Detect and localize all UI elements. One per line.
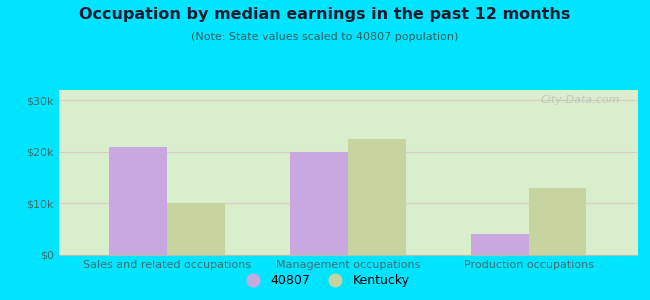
Bar [348,139,406,255]
Bar [528,188,586,255]
Text: City-Data.com: City-Data.com [540,95,619,105]
Bar [471,234,528,255]
Legend: 40807, Kentucky: 40807, Kentucky [235,269,415,292]
Bar [290,152,348,255]
Bar [167,203,225,255]
Text: Occupation by median earnings in the past 12 months: Occupation by median earnings in the pas… [79,8,571,22]
Text: (Note: State values scaled to 40807 population): (Note: State values scaled to 40807 popu… [191,32,459,41]
Bar [109,147,167,255]
